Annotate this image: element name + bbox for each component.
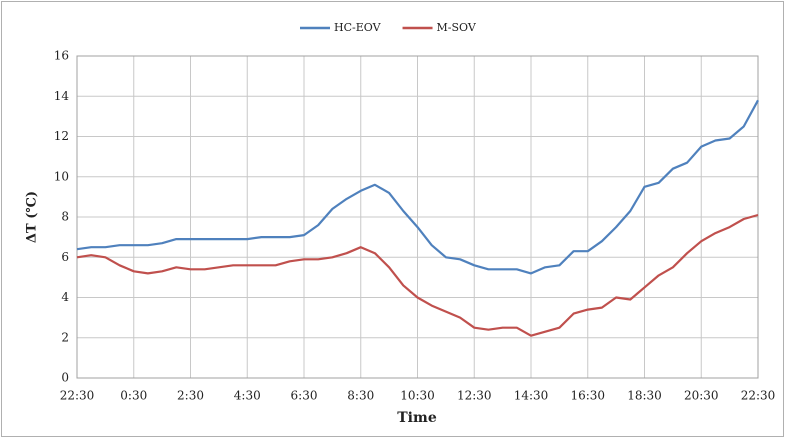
y-tick-label: 6 — [61, 250, 69, 264]
x-tick-label: 10:30 — [400, 389, 435, 403]
y-tick-label: 4 — [61, 290, 69, 304]
y-axis-label: ΔT (℃) — [25, 191, 40, 243]
y-tick-label: 2 — [61, 330, 69, 344]
y-tick-label: 8 — [61, 210, 69, 224]
y-tick-label: 10 — [54, 169, 69, 183]
x-tick-label: 12:30 — [457, 389, 492, 403]
plot-border — [76, 55, 759, 379]
x-tick-label: 2:30 — [177, 389, 204, 403]
data-line — [76, 99, 759, 275]
x-tick-label: 18:30 — [627, 389, 662, 403]
legend-label: HC-EOV — [334, 21, 382, 34]
legend-label: M-SOV — [437, 21, 477, 34]
y-tick-label: 14 — [54, 89, 70, 103]
y-tick-label: 16 — [54, 49, 69, 63]
y-tick-label: 0 — [61, 371, 69, 385]
x-tick-label: 6:30 — [291, 389, 318, 403]
x-tick-label: 22:30 — [741, 389, 776, 403]
x-tick-label: 4:30 — [234, 389, 261, 403]
x-tick-label: 22:30 — [60, 389, 95, 403]
x-tick-label: 20:30 — [684, 389, 719, 403]
data-line — [76, 213, 759, 337]
x-axis-label: Time — [397, 410, 437, 426]
x-tick-label: 0:30 — [120, 389, 147, 403]
y-tick-label: 12 — [54, 129, 69, 143]
x-tick-label: 16:30 — [570, 389, 605, 403]
x-tick-label: 8:30 — [347, 389, 374, 403]
x-tick-label: 14:30 — [514, 389, 549, 403]
